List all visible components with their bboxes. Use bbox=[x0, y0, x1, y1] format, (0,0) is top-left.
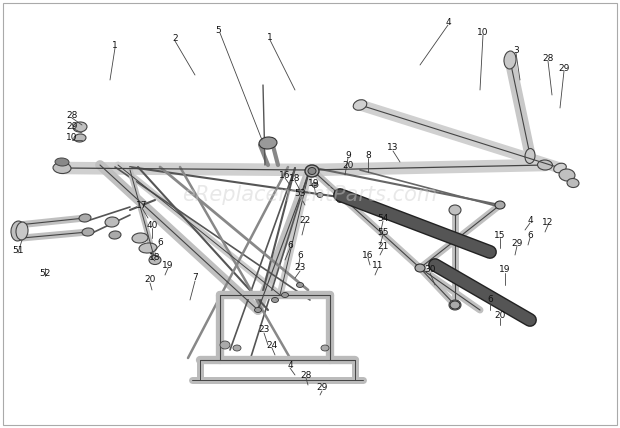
Ellipse shape bbox=[109, 231, 121, 239]
Ellipse shape bbox=[504, 51, 516, 69]
Text: 54: 54 bbox=[378, 214, 389, 223]
Text: eReplacementParts.com: eReplacementParts.com bbox=[182, 185, 438, 205]
Text: 3: 3 bbox=[513, 45, 519, 54]
Text: 28: 28 bbox=[542, 54, 554, 62]
Ellipse shape bbox=[220, 341, 230, 349]
Text: 18: 18 bbox=[149, 253, 161, 262]
Ellipse shape bbox=[55, 158, 69, 166]
Text: 52: 52 bbox=[39, 268, 51, 277]
Ellipse shape bbox=[272, 297, 278, 303]
Text: 28: 28 bbox=[300, 371, 312, 380]
Text: 16: 16 bbox=[279, 170, 291, 179]
Ellipse shape bbox=[357, 202, 363, 208]
Ellipse shape bbox=[281, 292, 288, 297]
Text: 1: 1 bbox=[112, 41, 118, 50]
Ellipse shape bbox=[353, 100, 367, 110]
Text: 19: 19 bbox=[499, 265, 511, 274]
Text: 6: 6 bbox=[297, 250, 303, 259]
Text: 4: 4 bbox=[445, 18, 451, 27]
Text: 4: 4 bbox=[527, 216, 533, 225]
Ellipse shape bbox=[105, 217, 119, 227]
Ellipse shape bbox=[53, 163, 71, 173]
Text: 4: 4 bbox=[287, 360, 293, 369]
Ellipse shape bbox=[16, 222, 28, 240]
Ellipse shape bbox=[305, 165, 319, 177]
Text: 10: 10 bbox=[66, 134, 78, 143]
Text: 51: 51 bbox=[12, 246, 24, 255]
Text: 21: 21 bbox=[378, 241, 389, 250]
Text: 10: 10 bbox=[477, 27, 489, 36]
Text: 6: 6 bbox=[527, 231, 533, 240]
Ellipse shape bbox=[11, 221, 25, 241]
Text: 9: 9 bbox=[345, 151, 351, 160]
Ellipse shape bbox=[554, 163, 566, 173]
Text: 11: 11 bbox=[372, 261, 384, 270]
Ellipse shape bbox=[233, 345, 241, 351]
Ellipse shape bbox=[450, 301, 460, 309]
Ellipse shape bbox=[79, 214, 91, 222]
Text: 13: 13 bbox=[388, 143, 399, 152]
Ellipse shape bbox=[321, 345, 329, 351]
Text: 1: 1 bbox=[267, 33, 273, 42]
Text: 5: 5 bbox=[215, 26, 221, 35]
Text: 17: 17 bbox=[136, 200, 148, 209]
Ellipse shape bbox=[74, 134, 86, 142]
Ellipse shape bbox=[495, 201, 505, 209]
Ellipse shape bbox=[559, 169, 575, 181]
Ellipse shape bbox=[73, 122, 87, 132]
Text: 6: 6 bbox=[487, 295, 493, 304]
Ellipse shape bbox=[149, 256, 161, 265]
Text: 23: 23 bbox=[259, 326, 270, 335]
Text: 20: 20 bbox=[144, 276, 156, 285]
Text: 30: 30 bbox=[424, 265, 436, 274]
Text: 18: 18 bbox=[290, 173, 301, 182]
Ellipse shape bbox=[259, 137, 277, 149]
Ellipse shape bbox=[415, 264, 425, 272]
Text: 19: 19 bbox=[308, 178, 320, 187]
Ellipse shape bbox=[254, 307, 262, 312]
Ellipse shape bbox=[449, 300, 461, 310]
Ellipse shape bbox=[132, 233, 148, 243]
Text: 55: 55 bbox=[377, 228, 389, 237]
Text: 29: 29 bbox=[512, 238, 523, 247]
Text: 40: 40 bbox=[146, 220, 157, 229]
Ellipse shape bbox=[317, 193, 323, 197]
Text: 2: 2 bbox=[172, 33, 178, 42]
Text: 8: 8 bbox=[365, 151, 371, 160]
Text: 22: 22 bbox=[299, 216, 311, 225]
Ellipse shape bbox=[296, 282, 304, 288]
Ellipse shape bbox=[308, 167, 316, 175]
Text: 29: 29 bbox=[559, 63, 570, 72]
Text: 20: 20 bbox=[342, 160, 353, 169]
Ellipse shape bbox=[538, 160, 552, 170]
Text: 16: 16 bbox=[362, 250, 374, 259]
Ellipse shape bbox=[525, 149, 535, 163]
Ellipse shape bbox=[139, 243, 157, 253]
Text: 20: 20 bbox=[494, 310, 506, 319]
Text: 19: 19 bbox=[162, 261, 174, 270]
Text: 53: 53 bbox=[294, 188, 306, 197]
Text: 29: 29 bbox=[316, 383, 328, 392]
Ellipse shape bbox=[312, 182, 318, 187]
Text: 28: 28 bbox=[66, 110, 78, 119]
Text: 24: 24 bbox=[267, 341, 278, 350]
Text: 6: 6 bbox=[157, 238, 163, 247]
Text: 12: 12 bbox=[542, 217, 554, 226]
Text: 15: 15 bbox=[494, 231, 506, 240]
Text: 23: 23 bbox=[294, 264, 306, 273]
Text: 7: 7 bbox=[192, 273, 198, 282]
Text: 6: 6 bbox=[287, 241, 293, 250]
Text: 29: 29 bbox=[66, 122, 78, 131]
Ellipse shape bbox=[567, 178, 579, 187]
Ellipse shape bbox=[337, 197, 343, 202]
Ellipse shape bbox=[82, 228, 94, 236]
Ellipse shape bbox=[449, 205, 461, 215]
